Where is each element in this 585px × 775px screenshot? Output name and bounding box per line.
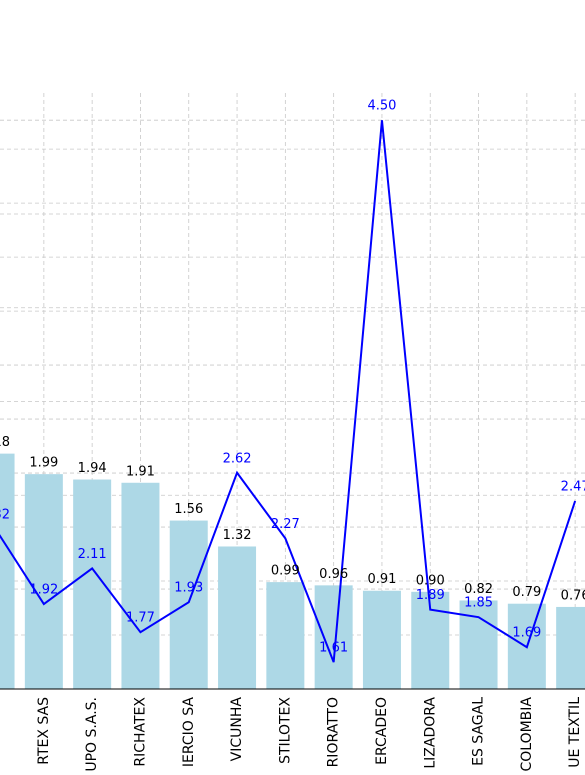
line-label: 2.27	[271, 517, 300, 532]
bar	[266, 582, 305, 689]
bar	[459, 600, 498, 689]
line-label: 1.85	[464, 596, 493, 611]
line	[0, 120, 577, 663]
line-label: 4.50	[367, 99, 396, 114]
bar	[0, 453, 15, 689]
bar-label: 0.91	[367, 572, 396, 587]
line-label: 2.47	[561, 479, 585, 494]
bar-label: 0.76	[561, 588, 585, 603]
bar-label: 1.91	[126, 464, 155, 479]
x-tick-label: UE TEXTIL	[567, 697, 583, 768]
x-tick-label: UPO S.A.S.	[84, 697, 100, 772]
bar	[362, 590, 401, 689]
bar-label: 0.79	[512, 585, 541, 600]
bar	[314, 585, 353, 689]
x-tick-label: IERCIO SA	[181, 697, 197, 768]
x-tick-label: RTEX SAS	[36, 697, 52, 765]
x-tick-label: ERCADEO	[374, 697, 390, 765]
line-label: 1.93	[174, 581, 203, 596]
bar-label: 1.94	[78, 461, 107, 476]
bar	[556, 606, 585, 689]
bar	[24, 474, 63, 689]
bar-label: 0.90	[416, 573, 445, 588]
bar	[73, 479, 112, 689]
line-label: 2.11	[78, 547, 107, 562]
bar-label: 2.18	[0, 435, 10, 450]
x-tick-label: ES SAGAL	[471, 697, 487, 766]
x-tick-label: RICHATEX	[132, 697, 148, 767]
x-tick-label: LIZADORA	[422, 697, 438, 769]
bar-label: 1.99	[29, 456, 58, 471]
x-tick-label: VICUNHA	[229, 697, 245, 762]
line-label: 1.61	[319, 641, 348, 656]
bar-label: 1.32	[223, 528, 252, 543]
line-label: 2.32	[0, 508, 10, 523]
x-tick-label: RIORATTO	[326, 697, 342, 767]
bar	[169, 520, 208, 689]
bar-label: 0.99	[271, 564, 300, 579]
line-label: 1.92	[29, 583, 58, 598]
bar-label: 0.82	[464, 582, 493, 597]
bar-label: 0.96	[319, 567, 348, 582]
line-label: 1.89	[416, 588, 445, 603]
bar-label: 1.56	[174, 502, 203, 517]
x-tick-label: COLOMBIA	[519, 697, 535, 772]
x-tick-label: STILOTEX	[277, 697, 293, 764]
line-label: 2.62	[223, 451, 252, 466]
line-label: 1.77	[126, 611, 155, 626]
bar	[218, 546, 257, 689]
line-label: 1.69	[512, 626, 541, 641]
bar	[121, 482, 160, 689]
